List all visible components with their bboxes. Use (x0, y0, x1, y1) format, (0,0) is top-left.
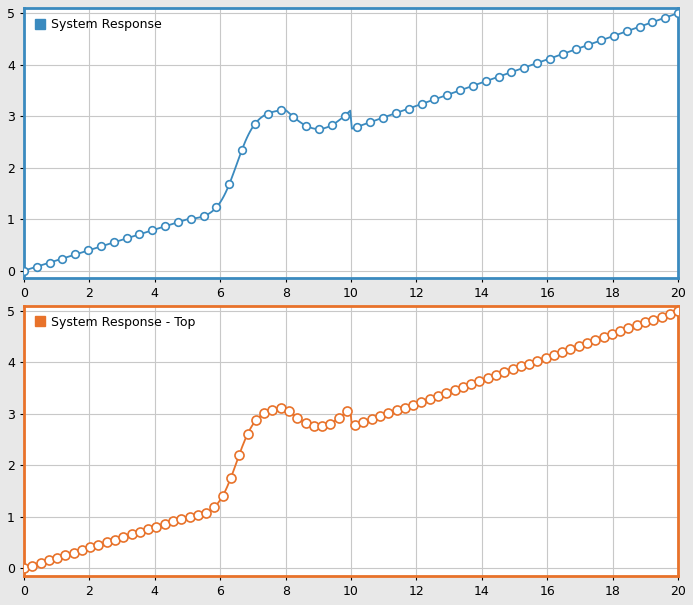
Legend: System Response: System Response (30, 14, 166, 34)
Legend: System Response - Top: System Response - Top (30, 312, 200, 332)
